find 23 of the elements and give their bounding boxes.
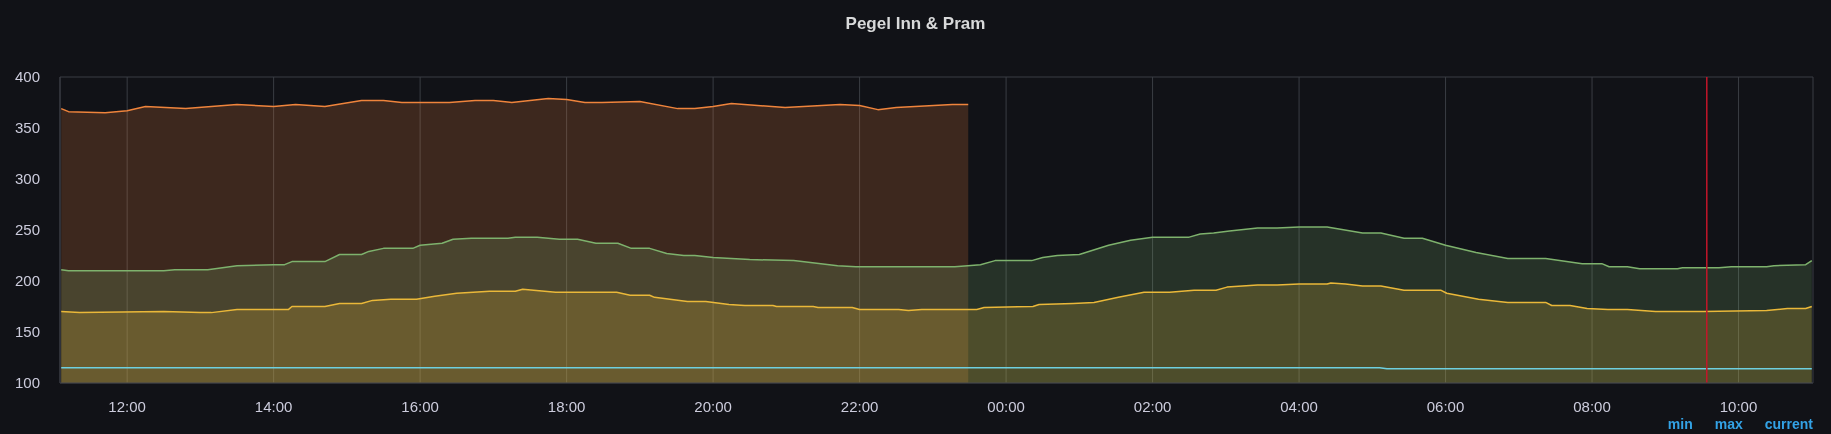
y-tick-label: 300	[14, 170, 40, 188]
x-tick-label: 06:00	[1426, 397, 1465, 415]
x-tick-label: 00:00	[987, 397, 1025, 415]
text: current	[1764, 416, 1813, 432]
text: min	[1667, 416, 1693, 432]
y-tick-label: 200	[14, 272, 40, 290]
x-tick-label: 08:00	[1573, 397, 1611, 415]
y-tick-label: 400	[14, 68, 40, 86]
x-tick-label: 14:00	[254, 397, 293, 415]
y-tick-label: 250	[14, 221, 40, 239]
y-tick-label: 100	[14, 374, 40, 392]
chart-title: Pegel Inn & Pram	[844, 14, 987, 34]
x-tick-label: 12:00	[108, 397, 146, 415]
x-tick-label: 16:00	[401, 397, 439, 415]
x-tick-label: 04:00	[1280, 397, 1318, 415]
y-tick-label: 350	[14, 119, 40, 137]
text: max	[1714, 416, 1743, 432]
x-tick-label: 10:00	[1719, 397, 1758, 415]
x-tick-label: 20:00	[694, 397, 732, 415]
x-tick-label: 22:00	[840, 397, 879, 415]
y-tick-label: 150	[14, 323, 40, 341]
x-tick-label: 02:00	[1133, 397, 1172, 415]
x-tick-label: 18:00	[547, 397, 586, 415]
